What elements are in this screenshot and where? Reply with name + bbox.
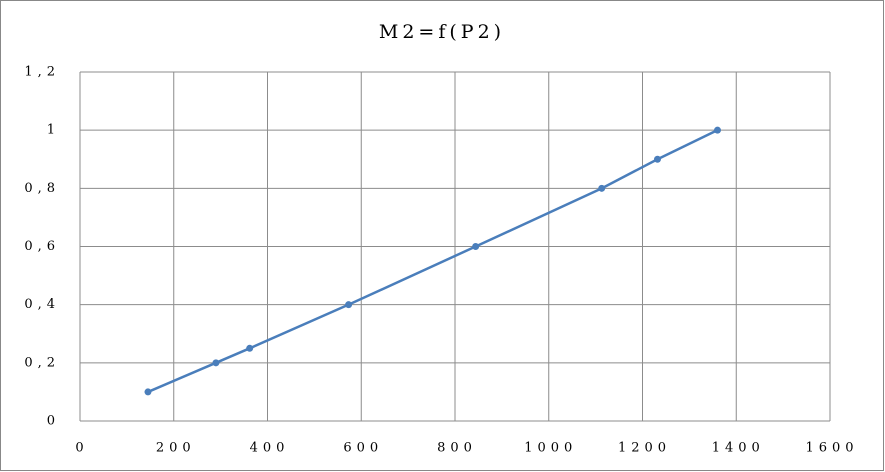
- x-tick-label: 1000: [524, 441, 577, 456]
- chart-title: M2=f(P2): [379, 21, 505, 43]
- y-tick-label: 0,2: [24, 355, 60, 370]
- x-tick-label: 1200: [618, 441, 671, 456]
- x-tick-label: 0: [75, 441, 88, 456]
- series-line: [147, 129, 719, 394]
- x-tick-label: 400: [250, 441, 290, 456]
- data-point: [714, 126, 721, 134]
- y-tick-label: 0,8: [24, 181, 60, 196]
- data-point: [654, 155, 661, 163]
- data-point: [472, 243, 480, 250]
- data-point: [246, 344, 254, 352]
- data-point: [144, 388, 152, 396]
- x-tick-label: 1400: [712, 441, 765, 456]
- y-tick-label: 0,6: [24, 239, 60, 254]
- y-tick-label: 0,4: [24, 297, 60, 312]
- data-point: [598, 184, 606, 192]
- x-tick-label: 200: [156, 441, 196, 456]
- x-tick-label: 800: [437, 441, 477, 456]
- y-tick-label: 0: [47, 414, 60, 429]
- x-tick-label: 600: [343, 441, 383, 456]
- data-point: [345, 301, 353, 309]
- x-tick-label: 1600: [805, 441, 858, 456]
- y-tick-label: 1: [47, 123, 60, 138]
- y-tick-label: 1,2: [24, 65, 60, 80]
- data-point: [212, 359, 220, 367]
